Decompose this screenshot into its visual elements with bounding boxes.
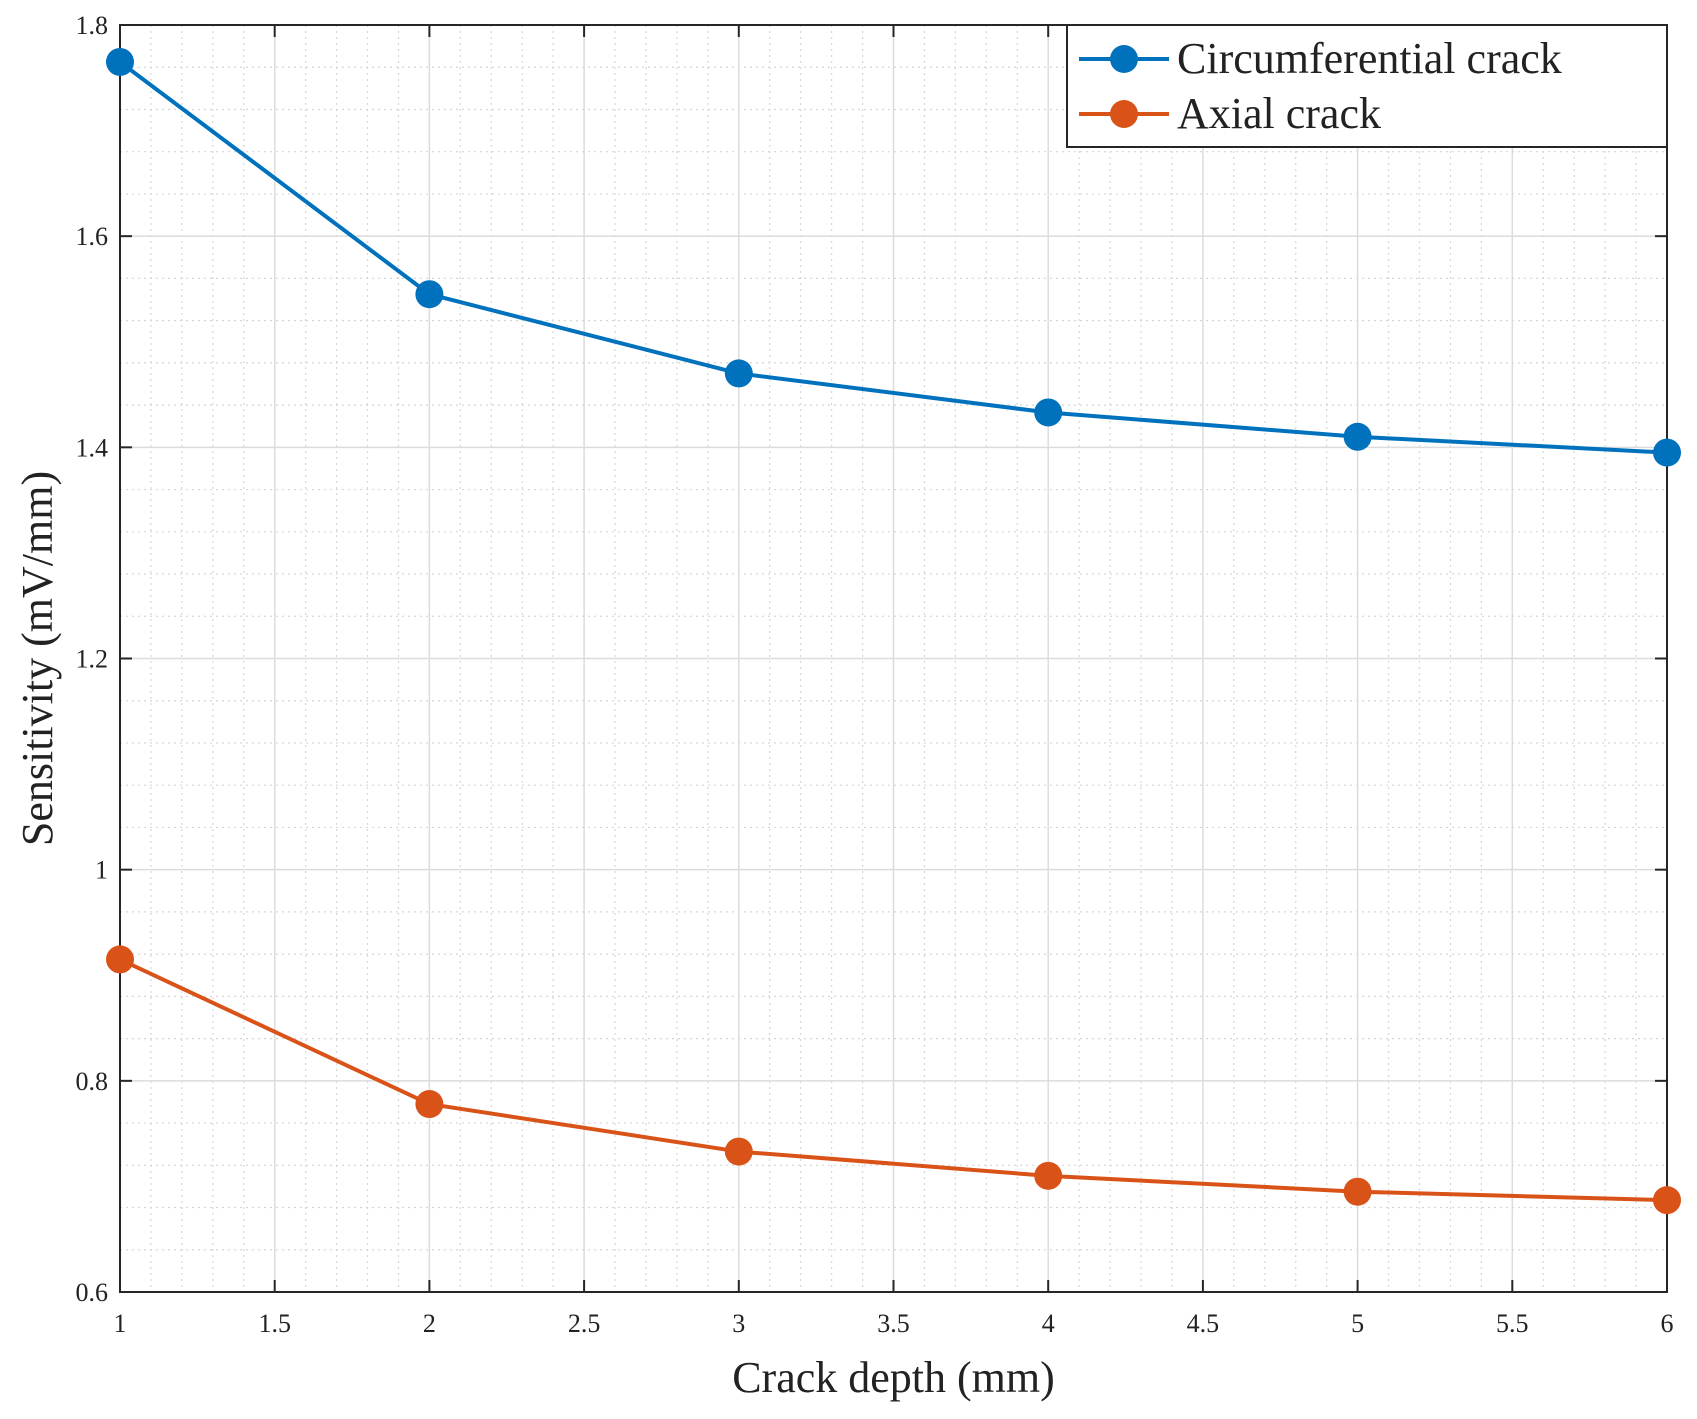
series-line <box>118 60 1668 455</box>
x-tick-label: 4.5 <box>1187 1309 1220 1338</box>
legend-item: Axial crack <box>1079 89 1381 138</box>
data-point <box>415 1090 444 1119</box>
x-axis-title: Crack depth (mm) <box>732 1353 1055 1402</box>
legend-swatch-marker <box>1110 100 1138 128</box>
y-tick-label: 1 <box>95 856 108 885</box>
x-tick-label: 3.5 <box>877 1309 910 1338</box>
data-point <box>1653 1186 1681 1215</box>
x-tick-label: 5.5 <box>1496 1309 1529 1338</box>
y-tick-label: 1.4 <box>76 433 109 462</box>
series-group <box>106 47 1681 1215</box>
y-tick-label: 0.6 <box>76 1278 109 1307</box>
x-tick-label: 2 <box>423 1309 436 1338</box>
data-point <box>415 280 444 309</box>
x-tick-label: 2.5 <box>568 1309 601 1338</box>
data-point <box>724 1137 753 1166</box>
x-tick-label: 1.5 <box>258 1309 291 1338</box>
y-axis-title: Sensitivity (mV/mm) <box>13 471 62 846</box>
x-tick-label: 6 <box>1661 1309 1674 1338</box>
data-point <box>724 359 753 388</box>
legend-label: Axial crack <box>1177 89 1381 138</box>
series-1 <box>106 945 1681 1215</box>
y-tick-label: 1.6 <box>76 222 109 251</box>
axes: 1 1.5 2 2.5 3 3.5 4 4.5 5 5.5 6 0.6 0.8 1 1.2 1.4 1.6 1.8 <box>76 11 1674 1338</box>
x-tick-label: 1 <box>114 1309 127 1338</box>
legend: Circumferential crack Axial crack <box>1066 24 1668 148</box>
series-line <box>119 957 1668 1203</box>
data-point <box>1034 398 1063 427</box>
x-tick-label: 5 <box>1351 1309 1364 1338</box>
data-point <box>1034 1161 1063 1190</box>
legend-box <box>1066 24 1668 148</box>
x-tick-label: 3 <box>732 1309 745 1338</box>
series-0 <box>106 47 1681 467</box>
legend-swatch-marker <box>1110 45 1138 73</box>
data-point <box>106 945 134 974</box>
y-tick-label: 0.8 <box>76 1067 109 1096</box>
data-point <box>1343 422 1372 451</box>
legend-label: Circumferential crack <box>1177 34 1562 83</box>
y-tick-label: 1.2 <box>76 645 109 674</box>
data-point <box>106 47 134 76</box>
x-tick-label: 4 <box>1042 1309 1055 1338</box>
y-tick-label: 1.8 <box>76 11 109 40</box>
data-point <box>1653 438 1681 467</box>
data-point <box>1343 1177 1372 1206</box>
legend-item: Circumferential crack <box>1079 34 1562 83</box>
